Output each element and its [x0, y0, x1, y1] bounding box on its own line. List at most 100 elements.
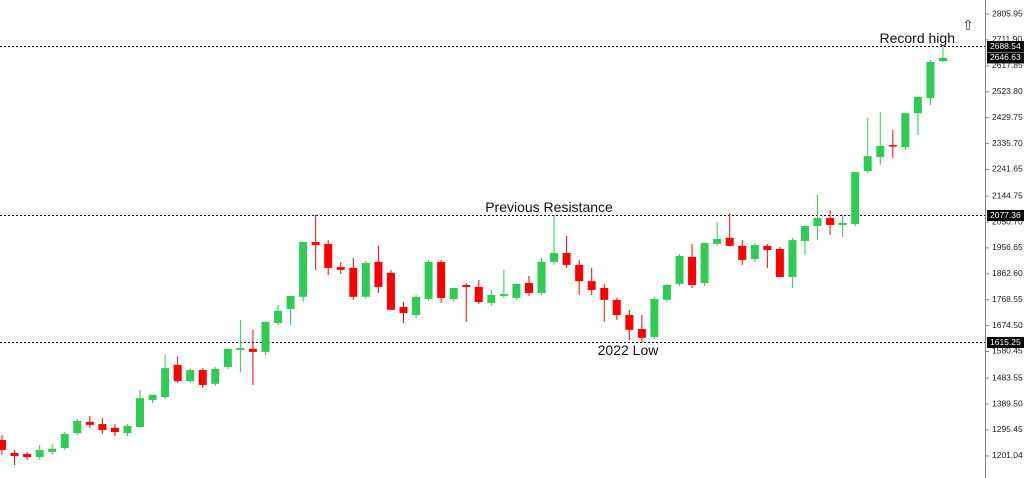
candle-body: [0, 440, 6, 450]
candle-body: [750, 245, 759, 260]
y-tick-label: 1483.55: [992, 372, 1023, 382]
candle-body: [261, 321, 270, 352]
candle-body: [161, 368, 170, 398]
candle-body: [512, 283, 521, 298]
candle-body: [550, 253, 559, 262]
price-box: [987, 210, 1024, 221]
candle-body: [386, 272, 395, 310]
candle-body: [23, 454, 32, 458]
candle-body: [675, 256, 684, 284]
candle-body: [587, 281, 596, 290]
candle-body: [211, 368, 220, 384]
candle-body: [437, 261, 446, 298]
candle-body: [888, 145, 897, 147]
candle-body: [600, 288, 609, 300]
candle-body: [361, 262, 370, 297]
candle-body: [173, 364, 182, 382]
price-box-label: 1615.25: [990, 337, 1021, 347]
candle-body: [324, 243, 333, 268]
annotation: Record high: [880, 30, 956, 46]
candle-body: [662, 284, 671, 300]
candle-body: [637, 329, 646, 338]
candle-body: [10, 452, 19, 456]
scroll-up-icon[interactable]: ⇧: [962, 17, 974, 33]
candle-body: [838, 223, 847, 225]
candle-body: [575, 264, 584, 282]
last-price-label: 2646.63: [990, 52, 1021, 62]
candle-body: [738, 245, 747, 260]
annotation: Previous Resistance: [485, 199, 613, 215]
candle-body: [800, 226, 809, 241]
candle-body: [713, 239, 722, 244]
candle-body: [813, 218, 822, 227]
candle-body: [788, 240, 797, 277]
last-price-box: [987, 52, 1024, 64]
price-box: [987, 337, 1024, 348]
candle-body: [424, 261, 433, 300]
y-tick-label: 2617.85: [992, 60, 1023, 70]
y-tick-label: 1201.04: [992, 450, 1023, 460]
y-tick-label: 2241.65: [992, 164, 1023, 174]
candle-body: [474, 286, 483, 303]
candle-body: [60, 433, 69, 448]
candle-body: [286, 295, 295, 309]
candle-body: [412, 296, 421, 315]
candle-body: [399, 307, 408, 314]
candle-body: [248, 348, 257, 352]
y-tick-label: 1768.55: [992, 294, 1023, 304]
candle-body: [186, 370, 195, 382]
candle-body: [913, 96, 922, 114]
candle-body: [110, 427, 119, 433]
candle-body: [123, 425, 132, 434]
y-tick-label: 1862.60: [992, 268, 1023, 278]
y-tick-label: 2335.70: [992, 138, 1023, 148]
candle-body: [612, 299, 621, 315]
candle-body: [136, 398, 145, 428]
candle-body: [35, 449, 44, 458]
annotation: 2022 Low: [598, 342, 660, 358]
candle-body: [775, 248, 784, 277]
candle-body: [349, 267, 358, 297]
candle-body: [700, 243, 709, 284]
price-box-label: 2077.36: [990, 210, 1021, 220]
candle-body: [926, 61, 935, 99]
y-tick-label: 2144.75: [992, 190, 1023, 200]
candle-body: [763, 245, 772, 251]
candle-body: [374, 261, 383, 287]
y-tick-label: 2429.75: [992, 112, 1023, 122]
price-box-label: 2688.54: [990, 41, 1021, 51]
y-tick-label: 2523.80: [992, 86, 1023, 96]
y-tick-label: 2805.95: [992, 8, 1023, 18]
candle-body: [487, 294, 496, 303]
candle-body: [901, 113, 910, 148]
candle-body: [48, 448, 57, 452]
candle-body: [876, 145, 885, 157]
candle-body: [148, 394, 157, 401]
candle-body: [299, 242, 308, 297]
candle-body: [85, 421, 94, 425]
candle-body: [73, 421, 82, 434]
candle-body: [462, 284, 471, 287]
y-tick-label: 2050.70: [992, 216, 1023, 226]
candle-body: [851, 172, 860, 225]
candle-body: [562, 253, 571, 265]
y-tick-label: 1956.65: [992, 242, 1023, 252]
candle-body: [274, 310, 283, 323]
price-box: [987, 41, 1024, 52]
candle-body: [336, 267, 345, 270]
candle-body: [236, 348, 245, 350]
candle-body: [650, 299, 659, 338]
y-tick-label: 2711.90: [992, 34, 1022, 44]
candle-body: [449, 288, 458, 300]
y-tick-label: 1580.45: [992, 346, 1023, 356]
y-tick-label: 1389.50: [992, 398, 1023, 408]
candle-body: [688, 256, 697, 285]
candle-body: [311, 242, 320, 246]
candle-body: [537, 261, 546, 293]
candle-body: [98, 424, 107, 431]
candle-body: [524, 283, 533, 293]
candle-body: [863, 156, 872, 171]
candle-body: [499, 294, 508, 296]
candle-body: [625, 314, 634, 330]
